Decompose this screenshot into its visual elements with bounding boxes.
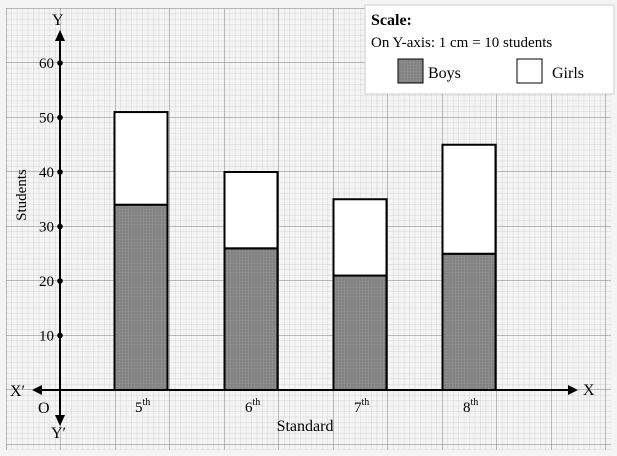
legend-label-girls: Girls [552,65,584,82]
x-tick-labels: 5th 6th 7th 8th [135,397,478,416]
bar-boys [113,203,169,391]
bar-girls [223,171,279,250]
bar-boys [441,252,497,391]
x-axis-left-label: X′ [10,383,25,400]
y-tick-mark [57,223,63,230]
y-tick-mark [57,169,63,175]
origin-label: O [38,400,50,417]
bar-girls [332,198,388,277]
y-tick-label: 30 [39,220,54,236]
x-axis-arrow-left [32,385,42,395]
bar-girls [441,143,497,255]
y-tick-label: 10 [39,329,54,345]
y-axis-arrow-up [55,30,65,41]
legend-scale-note: On Y-axis: 1 cm = 10 students [371,35,552,51]
x-axis-title: Standard [277,418,334,435]
bar-boys [223,247,279,391]
legend-swatch-girls [516,58,543,84]
legend-label-boys: Boys [428,65,461,82]
y-axis-title: Students [14,169,30,221]
legend-swatch-boys [397,58,424,84]
bar-girls [113,111,169,206]
y-tick-label: 60 [39,56,54,72]
x-axis-right-label: X [583,382,595,399]
legend: Scale: On Y-axis: 1 cm = 10 students Boy… [364,4,615,95]
x-axis-arrow-right [568,385,578,395]
bars [113,111,497,391]
y-tick-label: 50 [39,111,54,127]
y-tick-mark [57,60,63,66]
x-tick-label: 5th [135,397,150,416]
y-axis-top-label: Y [52,12,64,29]
y-axis-bottom-label: Y′ [51,425,66,442]
x-tick-label: 7th [354,397,369,416]
legend-scale-title: Scale: [371,12,412,29]
bar-boys [332,274,388,391]
y-ticks: 10 20 30 40 50 60 [39,56,63,345]
x-tick-label: 6th [245,397,260,416]
y-tick-label: 40 [39,165,54,181]
y-tick-mark [57,332,63,339]
y-tick-mark [57,278,63,284]
y-axis-arrow-down [55,415,65,426]
y-tick-mark [57,114,63,121]
x-tick-label: 8th [463,397,478,416]
y-tick-label: 20 [39,274,54,290]
